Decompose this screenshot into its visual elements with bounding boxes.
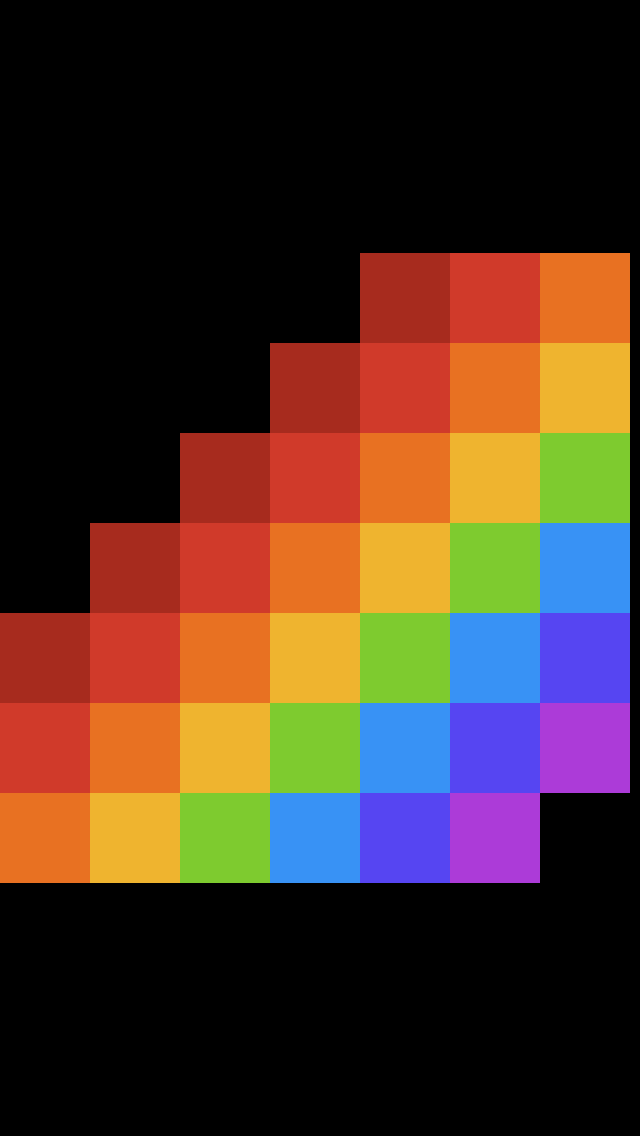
tile-blue bbox=[540, 523, 630, 613]
tile-purple bbox=[450, 793, 540, 883]
tile-dark-red bbox=[180, 433, 270, 523]
tile-green bbox=[450, 523, 540, 613]
tile-indigo bbox=[450, 703, 540, 793]
tile-amber bbox=[450, 433, 540, 523]
tile-red bbox=[90, 613, 180, 703]
tile-green bbox=[180, 793, 270, 883]
tile-red bbox=[360, 343, 450, 433]
tile-green bbox=[270, 703, 360, 793]
tile-orange bbox=[540, 253, 630, 343]
tile-blue bbox=[450, 613, 540, 703]
tile-red bbox=[270, 433, 360, 523]
tile-indigo bbox=[540, 613, 630, 703]
tile-orange bbox=[360, 433, 450, 523]
tile-amber bbox=[360, 523, 450, 613]
tile-dark-red bbox=[90, 523, 180, 613]
tile-blue bbox=[360, 703, 450, 793]
tile-amber bbox=[90, 793, 180, 883]
tile-orange bbox=[90, 703, 180, 793]
tile-orange bbox=[270, 523, 360, 613]
tile-orange bbox=[0, 793, 90, 883]
tile-red bbox=[180, 523, 270, 613]
tile-red bbox=[0, 703, 90, 793]
tile-dark-red bbox=[360, 253, 450, 343]
tile-green bbox=[540, 433, 630, 523]
tile-blue bbox=[270, 793, 360, 883]
tile-orange bbox=[180, 613, 270, 703]
tile-green bbox=[360, 613, 450, 703]
tile-amber bbox=[270, 613, 360, 703]
tile-purple bbox=[540, 703, 630, 793]
tile-red bbox=[450, 253, 540, 343]
tile-amber bbox=[180, 703, 270, 793]
tile-dark-red bbox=[270, 343, 360, 433]
tile-dark-red bbox=[0, 613, 90, 703]
tile-orange bbox=[450, 343, 540, 433]
tile-amber bbox=[540, 343, 630, 433]
tile-indigo bbox=[360, 793, 450, 883]
